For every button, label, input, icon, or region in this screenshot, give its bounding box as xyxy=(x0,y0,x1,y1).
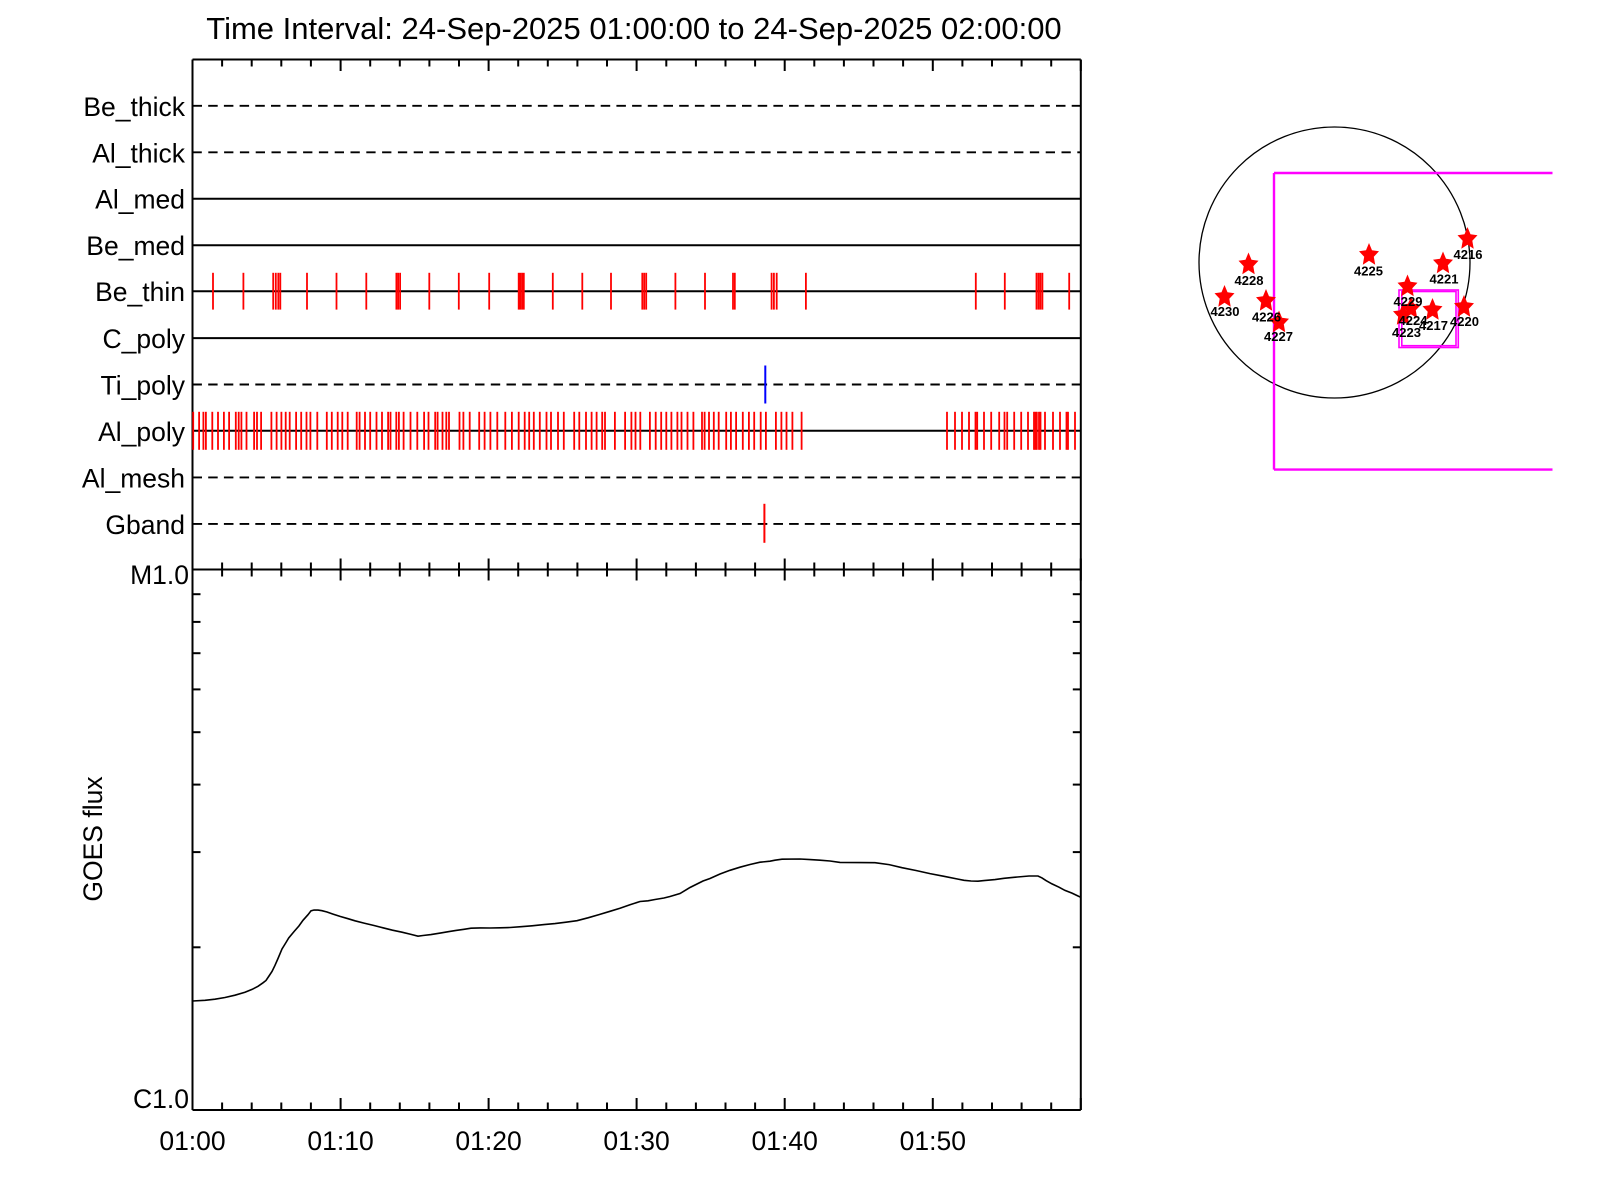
svg-text:Al_med: Al_med xyxy=(95,185,185,215)
svg-text:Be_med: Be_med xyxy=(86,231,185,261)
svg-text:4221: 4221 xyxy=(1430,272,1459,287)
svg-text:4230: 4230 xyxy=(1211,304,1240,319)
svg-text:4226: 4226 xyxy=(1252,310,1281,325)
svg-text:01:30: 01:30 xyxy=(603,1126,669,1156)
svg-text:4229: 4229 xyxy=(1394,294,1423,309)
svg-text:4220: 4220 xyxy=(1450,314,1479,329)
svg-text:01:20: 01:20 xyxy=(455,1126,521,1156)
svg-text:Be_thick: Be_thick xyxy=(83,92,185,122)
svg-text:Al_mesh: Al_mesh xyxy=(82,463,185,493)
svg-text:4228: 4228 xyxy=(1235,273,1264,288)
svg-text:C_poly: C_poly xyxy=(103,324,186,354)
svg-text:4224: 4224 xyxy=(1399,313,1429,328)
svg-text:4223: 4223 xyxy=(1392,325,1421,340)
svg-text:GOES flux: GOES flux xyxy=(78,776,108,901)
svg-text:Ti_poly: Ti_poly xyxy=(101,371,186,401)
svg-text:Gband: Gband xyxy=(105,510,185,540)
svg-text:Time Interval: 24-Sep-2025 01:: Time Interval: 24-Sep-2025 01:00:00 to 2… xyxy=(206,11,1061,46)
svg-text:01:50: 01:50 xyxy=(900,1126,966,1156)
svg-text:Al_thick: Al_thick xyxy=(92,138,186,168)
svg-text:Al_poly: Al_poly xyxy=(98,417,186,447)
svg-text:4216: 4216 xyxy=(1454,247,1483,262)
svg-text:01:10: 01:10 xyxy=(307,1126,373,1156)
svg-text:4217: 4217 xyxy=(1419,318,1448,333)
svg-text:C1.0: C1.0 xyxy=(133,1084,189,1114)
svg-text:M1.0: M1.0 xyxy=(130,560,189,590)
svg-text:01:40: 01:40 xyxy=(752,1126,818,1156)
svg-text:01:00: 01:00 xyxy=(159,1126,225,1156)
svg-text:4225: 4225 xyxy=(1354,264,1383,279)
svg-text:4227: 4227 xyxy=(1264,329,1293,344)
svg-text:Be_thin: Be_thin xyxy=(95,277,185,307)
